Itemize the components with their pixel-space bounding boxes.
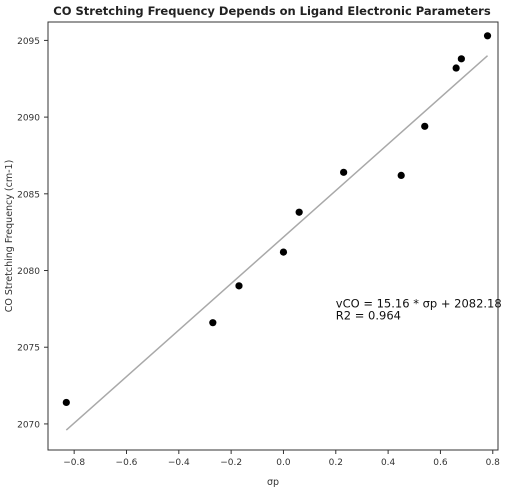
x-tick-label: 0.4: [381, 458, 396, 468]
x-tick-label: −0.8: [63, 458, 85, 468]
data-point: [340, 168, 348, 176]
x-tick-label: 0.8: [486, 458, 501, 468]
chart-title: CO Stretching Frequency Depends on Ligan…: [53, 4, 491, 18]
y-tick-label: 2075: [17, 344, 40, 354]
x-tick-label: 0.6: [433, 458, 448, 468]
data-point: [295, 208, 303, 216]
y-tick-label: 2080: [17, 267, 40, 277]
x-axis-label: σp: [267, 477, 279, 488]
y-axis-ticks: 2070 2075 2080 2085 2090 2095: [17, 37, 48, 430]
data-point: [209, 319, 217, 327]
y-tick-label: 2095: [17, 37, 40, 47]
data-point: [397, 171, 405, 180]
data-point: [279, 248, 288, 256]
data-point: [452, 64, 460, 72]
x-tick-label: 0.2: [329, 458, 343, 468]
data-point: [457, 55, 465, 63]
regression-line: [65, 55, 489, 431]
x-tick-label: −0.6: [116, 458, 138, 468]
y-tick-label: 2090: [17, 114, 40, 124]
r-squared-label: R2 = 0.964: [336, 308, 401, 322]
scatter-points: [62, 32, 492, 407]
y-tick-label: 2070: [17, 420, 40, 430]
data-point: [421, 122, 429, 130]
x-tick-label: 0.0: [276, 458, 291, 468]
fit-equation-label: vCO = 15.16 * σp + 2082.18: [336, 296, 502, 310]
fit-line-layer: [65, 55, 489, 431]
x-tick-label: −0.4: [168, 458, 190, 468]
data-point: [62, 398, 70, 407]
x-axis-ticks: −0.8 −0.6 −0.4 −0.2 0.0 0.2 0.4 0.6 0.8: [63, 450, 500, 468]
data-point: [483, 32, 492, 40]
plot-area-frame: [47, 21, 499, 451]
x-tick-label: −0.2: [220, 458, 242, 468]
data-point: [235, 282, 243, 290]
y-tick-label: 2085: [17, 190, 40, 200]
y-axis-label: CO Stretching Frequency (cm-1): [4, 160, 15, 313]
